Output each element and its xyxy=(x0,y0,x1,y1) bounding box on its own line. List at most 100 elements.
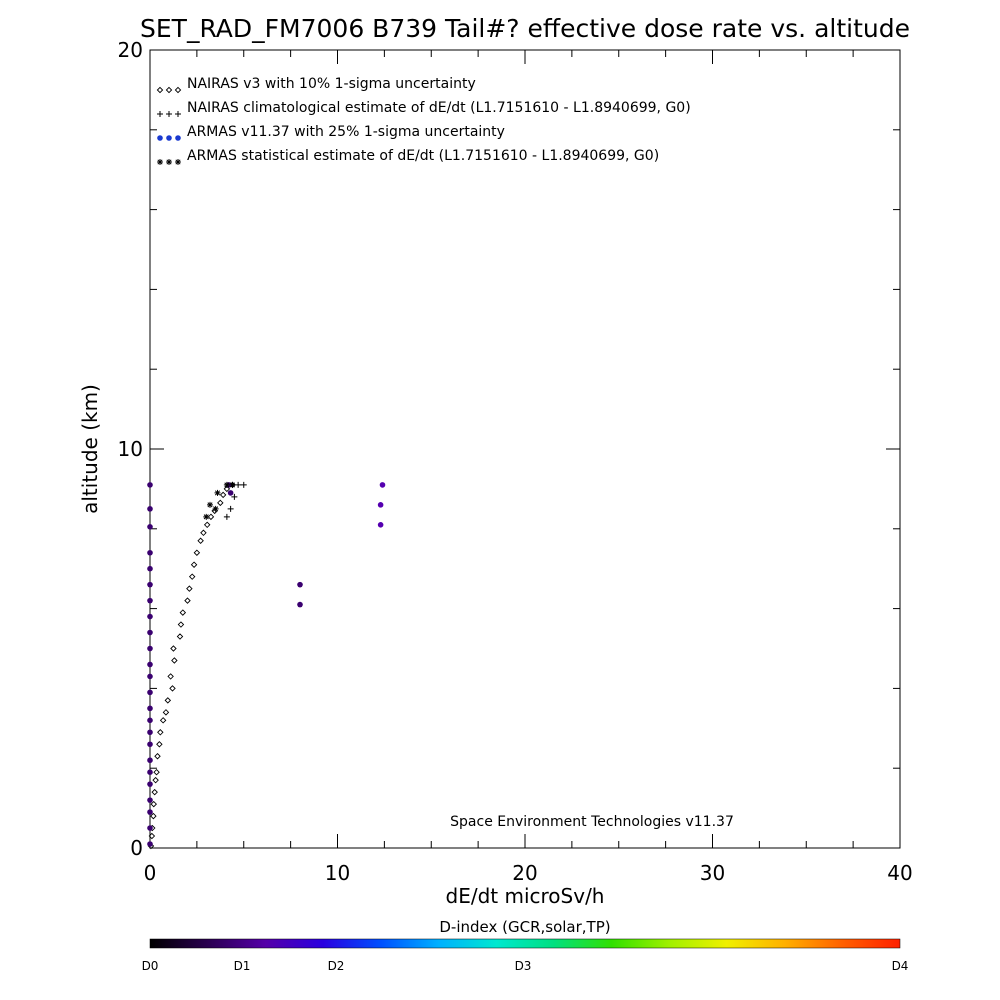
colorbar-label: D0 xyxy=(142,959,159,973)
data-point-series-0 xyxy=(171,657,178,664)
data-point-series-2 xyxy=(227,490,234,496)
data-point-series-0 xyxy=(164,697,172,704)
data-point-series-0 xyxy=(156,741,163,748)
data-point-series-0 xyxy=(150,812,157,820)
data-points xyxy=(147,481,386,850)
data-point-series-3 xyxy=(223,481,230,488)
x-tick-label: 20 xyxy=(512,861,537,885)
legend-marker xyxy=(175,111,181,117)
data-point-series-2 xyxy=(147,565,153,572)
data-point-series-0 xyxy=(219,491,227,499)
data-point-series-0 xyxy=(154,752,161,760)
colorbar-title: D-index (GCR,solar,TP) xyxy=(439,918,610,936)
axis-ticks xyxy=(149,49,901,849)
data-point-series-2 xyxy=(147,809,153,815)
data-point-series-2 xyxy=(147,689,153,696)
data-point-series-0 xyxy=(193,549,201,556)
legend-label: NAIRAS climatological estimate of dE/dt … xyxy=(187,100,691,116)
legend-marker xyxy=(166,159,172,165)
data-point-series-2 xyxy=(147,705,153,712)
data-point-series-2 xyxy=(147,781,153,787)
data-point-series-2 xyxy=(147,729,153,736)
data-point-series-0 xyxy=(169,685,176,692)
data-point-series-0 xyxy=(197,537,204,545)
data-point-series-1 xyxy=(240,481,247,488)
data-point-series-0 xyxy=(176,633,184,640)
data-point-series-2 xyxy=(147,757,153,764)
data-point-series-0 xyxy=(152,776,159,784)
data-point-series-2 xyxy=(147,797,153,803)
data-point-series-0 xyxy=(203,521,211,529)
legend-label: ARMAS v11.37 with 25% 1-sigma uncertaint… xyxy=(187,124,505,140)
data-point-series-0 xyxy=(162,709,170,716)
data-point-series-2 xyxy=(147,506,153,512)
legend: NAIRAS v3 with 10% 1-sigma uncertainty NA… xyxy=(156,76,691,165)
data-point-series-2 xyxy=(147,629,153,636)
colorbar-labels: D0 D1 D2 D3 D4 xyxy=(142,959,909,973)
legend-label: NAIRAS v3 with 10% 1-sigma uncertainty xyxy=(187,76,476,92)
y-tick-label: 0 xyxy=(130,836,143,860)
data-point-series-1 xyxy=(223,513,230,520)
data-point-series-1 xyxy=(231,493,238,500)
data-point-series-0 xyxy=(186,585,193,592)
colorbar xyxy=(149,938,901,949)
data-point-series-0 xyxy=(153,768,160,776)
colorbar-label: D2 xyxy=(328,959,345,973)
data-point-series-2 xyxy=(297,601,303,608)
data-point-series-2 xyxy=(147,524,153,530)
data-point-series-2 xyxy=(147,841,153,847)
x-axis-label: dE/dt microSv/h xyxy=(446,884,605,908)
data-point-series-3 xyxy=(212,505,219,512)
y-tick-label: 20 xyxy=(118,38,143,62)
data-point-series-3 xyxy=(207,501,213,508)
x-tick-label: 30 xyxy=(700,861,725,885)
data-point-series-2 xyxy=(147,549,153,556)
data-point-series-0 xyxy=(184,597,191,604)
data-point-series-0 xyxy=(223,485,231,493)
data-point-series-3 xyxy=(203,513,210,520)
data-point-series-2 xyxy=(147,581,153,588)
colorbar-label: D4 xyxy=(892,959,909,973)
data-point-series-1 xyxy=(227,505,234,512)
legend-marker xyxy=(157,111,163,117)
legend-marker xyxy=(157,159,163,165)
data-point-series-2 xyxy=(147,717,153,724)
legend-marker xyxy=(166,111,172,117)
x-tick-label: 10 xyxy=(325,861,350,885)
x-tick-labels: 0 10 20 30 40 xyxy=(144,861,913,885)
data-point-series-2 xyxy=(147,613,153,620)
data-point-series-2 xyxy=(147,597,153,604)
data-point-series-3 xyxy=(214,489,221,496)
data-point-series-0 xyxy=(151,788,158,796)
legend-marker xyxy=(175,135,181,141)
data-point-series-0 xyxy=(190,561,198,568)
data-point-series-0 xyxy=(177,621,185,628)
data-point-series-0 xyxy=(207,513,215,521)
data-point-series-2 xyxy=(147,673,153,680)
data-point-series-0 xyxy=(170,645,177,652)
data-point-series-2 xyxy=(377,522,384,528)
legend-label: ARMAS statistical estimate of dE/dt (L1.… xyxy=(187,148,659,164)
legend-marker xyxy=(174,86,182,94)
colorbar-label: D3 xyxy=(515,959,532,973)
data-point-series-2 xyxy=(377,502,384,508)
data-point-series-0 xyxy=(217,499,224,507)
data-point-series-0 xyxy=(167,673,174,680)
data-point-series-0 xyxy=(179,609,187,616)
y-tick-labels: 0 10 20 xyxy=(118,38,143,860)
credit-text: Space Environment Technologies v11.37 xyxy=(450,814,734,830)
x-tick-label: 0 xyxy=(144,861,157,885)
data-point-series-2 xyxy=(147,825,153,831)
data-point-series-2 xyxy=(147,661,153,668)
legend-marker xyxy=(157,135,163,141)
legend-marker xyxy=(175,159,181,165)
plot-frame xyxy=(149,49,901,849)
y-axis-label: altitude (km) xyxy=(78,384,102,514)
data-point-series-0 xyxy=(200,529,207,537)
data-point-series-2 xyxy=(147,645,153,652)
data-point-series-2 xyxy=(147,769,153,775)
chart-title: SET_RAD_FM7006 B739 Tail#? effective dos… xyxy=(140,14,910,43)
y-tick-label: 10 xyxy=(118,437,143,461)
data-point-series-2 xyxy=(147,741,153,748)
